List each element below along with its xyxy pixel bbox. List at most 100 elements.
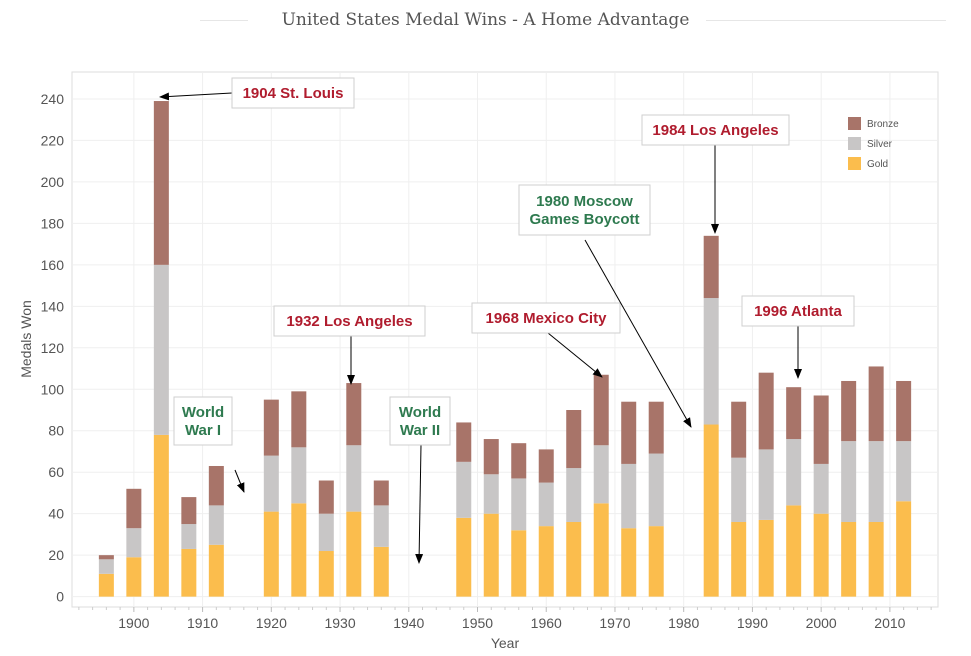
bar-bronze-1960: [538, 449, 554, 483]
annotation-label: World War I: [182, 404, 224, 439]
bar-bronze-1924: [291, 391, 307, 448]
bar-silver-1952: [483, 474, 499, 514]
annotation-box: [273, 305, 426, 337]
x-tick-label: 1950: [462, 615, 493, 631]
annotation-arrow: [234, 469, 245, 493]
bar-bronze-1928: [318, 480, 334, 514]
y-tick-label: 240: [41, 91, 65, 107]
bar-gold-1984: [703, 424, 719, 597]
bar-silver-1900: [126, 528, 142, 558]
bar-bronze-1976: [648, 401, 664, 454]
annotation-arrow: [547, 332, 603, 378]
bar-silver-2008: [868, 441, 884, 522]
x-tick-label: 1910: [187, 615, 218, 631]
bar-gold-1932: [346, 511, 362, 597]
y-tick-label: 80: [48, 423, 64, 439]
x-tick-label: 1930: [324, 615, 355, 631]
annotation-label-line: Games Boycott: [529, 211, 639, 228]
bar-gold-1964: [566, 521, 582, 597]
bar-gold-2004: [841, 521, 857, 597]
annotation-label-line: 1984 Los Angeles: [652, 122, 778, 139]
bar-bronze-1984: [703, 235, 719, 299]
bar-silver-1956: [511, 478, 527, 531]
annotation-label-line: 1980 Moscow: [536, 193, 633, 210]
annotation-1932-los-angeles: 1932 Los Angeles: [273, 305, 426, 385]
annotation-1980-moscow-games-boycott: 1980 Moscow Games Boycott: [518, 184, 692, 428]
bar-bronze-1948: [456, 422, 472, 462]
annotation-world-war-i: World War I: [173, 396, 245, 493]
legend-label-bronze: Bronze: [867, 119, 899, 130]
x-tick-label: 2000: [806, 615, 837, 631]
bar-silver-1988: [731, 457, 747, 522]
bar-silver-1904: [153, 264, 169, 435]
legend-label-silver: Silver: [867, 139, 893, 150]
bar-silver-1896: [98, 559, 114, 574]
y-tick-label: 20: [48, 547, 64, 563]
x-tick-label: 1970: [599, 615, 630, 631]
legend-label-gold: Gold: [867, 159, 888, 170]
bar-gold-1920: [263, 511, 279, 597]
bar-bronze-1936: [373, 480, 389, 506]
bar-silver-1932: [346, 445, 362, 512]
y-tick-label: 40: [48, 506, 64, 522]
annotation-1996-atlanta: 1996 Atlanta: [741, 295, 855, 379]
x-ticks: 1900 1910 1920 1930 1940 1950 1960 1970 1980 1990…: [78, 607, 932, 631]
title-divider-left: [200, 20, 248, 21]
bar-bronze-1904: [153, 101, 169, 265]
annotation-box: [641, 114, 790, 146]
bar-bronze-1932: [346, 383, 362, 446]
bar-silver-1972: [621, 463, 637, 529]
bar-gold-1952: [483, 513, 499, 597]
bar-silver-1984: [703, 298, 719, 425]
bar-gold-2012: [896, 501, 912, 597]
bar-gold-1960: [538, 526, 554, 597]
bar-bronze-1972: [621, 401, 637, 464]
annotation-world-war-ii: World War II: [389, 396, 451, 564]
bar-gold-1908: [181, 548, 197, 597]
annotation-label: 1932 Los Angeles: [286, 313, 412, 330]
bar-silver-1964: [566, 468, 582, 522]
annotation-box: [471, 302, 621, 334]
y-tick-label: 0: [56, 589, 64, 605]
plot-area: [71, 71, 939, 608]
bar-bronze-1952: [483, 439, 499, 475]
y-tick-label: 200: [41, 174, 65, 190]
bar-gold-1928: [318, 551, 334, 597]
annotation-label: 1996 Atlanta: [754, 303, 842, 320]
bar-silver-2012: [896, 441, 912, 502]
y-tick-label: 120: [41, 340, 65, 356]
bar-bronze-1896: [98, 555, 114, 560]
x-tick-label: 1990: [737, 615, 768, 631]
y-tick-label: 220: [41, 132, 65, 148]
annotation-box: [231, 77, 355, 109]
bar-gold-1904: [153, 434, 169, 597]
bar-bronze-1968: [593, 374, 609, 446]
bar-silver-1976: [648, 453, 664, 527]
annotation-arrow: [159, 92, 233, 101]
chart-title: United States Medal Wins - A Home Advant…: [281, 10, 690, 30]
legend-swatch-bronze: [848, 117, 861, 130]
annotation-arrow: [584, 239, 692, 428]
bar-gold-1948: [456, 517, 472, 597]
annotation-label: 1904 St. Louis: [243, 85, 344, 102]
bar-silver-1968: [593, 445, 609, 504]
legend-swatch-silver: [848, 137, 861, 150]
annotation-1984-los-angeles: 1984 Los Angeles: [641, 114, 790, 234]
title-divider-right: [706, 20, 946, 21]
bar-bronze-2012: [896, 380, 912, 442]
annotation-1968-mexico-city: 1968 Mexico City: [471, 302, 621, 378]
legend: Bronze Silver Gold: [848, 117, 899, 170]
bar-bronze-1900: [126, 488, 142, 529]
bar-bronze-2008: [868, 366, 884, 442]
bar-bronze-1956: [511, 443, 527, 479]
annotation-arrow: [415, 444, 424, 564]
bar-silver-1948: [456, 461, 472, 518]
bar-silver-1908: [181, 524, 197, 549]
annotation-label: 1968 Mexico City: [486, 310, 608, 327]
x-tick-label: 1960: [531, 615, 562, 631]
bars: [98, 101, 912, 597]
x-tick-label: 1940: [393, 615, 424, 631]
bar-gold-1996: [786, 505, 802, 597]
bar-bronze-1992: [758, 372, 774, 450]
bar-gold-1900: [126, 557, 142, 597]
